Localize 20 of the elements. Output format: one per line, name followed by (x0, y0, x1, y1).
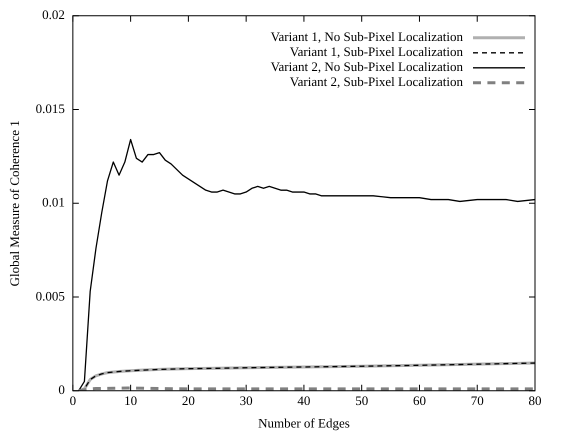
x-tick-label: 10 (124, 393, 138, 408)
y-axis-title: Global Measure of Coherence 1 (7, 120, 22, 286)
x-tick-label: 30 (240, 393, 253, 408)
y-tick-label: 0.015 (36, 100, 65, 116)
x-tick-label: 70 (470, 393, 484, 408)
y-tick-label: 0.005 (36, 288, 65, 304)
y-tick-label: 0.01 (42, 194, 65, 210)
y-tick-label: 0 (58, 382, 65, 398)
legend-label: Variant 2, No Sub-Pixel Localization (270, 59, 464, 74)
x-tick-label: 40 (297, 393, 310, 408)
legend-label: Variant 1, No Sub-Pixel Localization (270, 29, 464, 44)
x-tick-label: 50 (355, 393, 368, 408)
legend-label: Variant 2, Sub-Pixel Localization (290, 74, 464, 90)
y-tick-label: 0.02 (42, 7, 65, 22)
legend-label: Variant 1, Sub-Pixel Localization (290, 44, 464, 60)
x-tick-label: 80 (528, 393, 542, 408)
x-tick-label: 0 (70, 393, 76, 408)
x-axis-title: Number of Edges (258, 416, 350, 431)
x-tick-label: 20 (182, 393, 195, 408)
x-tick-label: 60 (412, 393, 426, 408)
